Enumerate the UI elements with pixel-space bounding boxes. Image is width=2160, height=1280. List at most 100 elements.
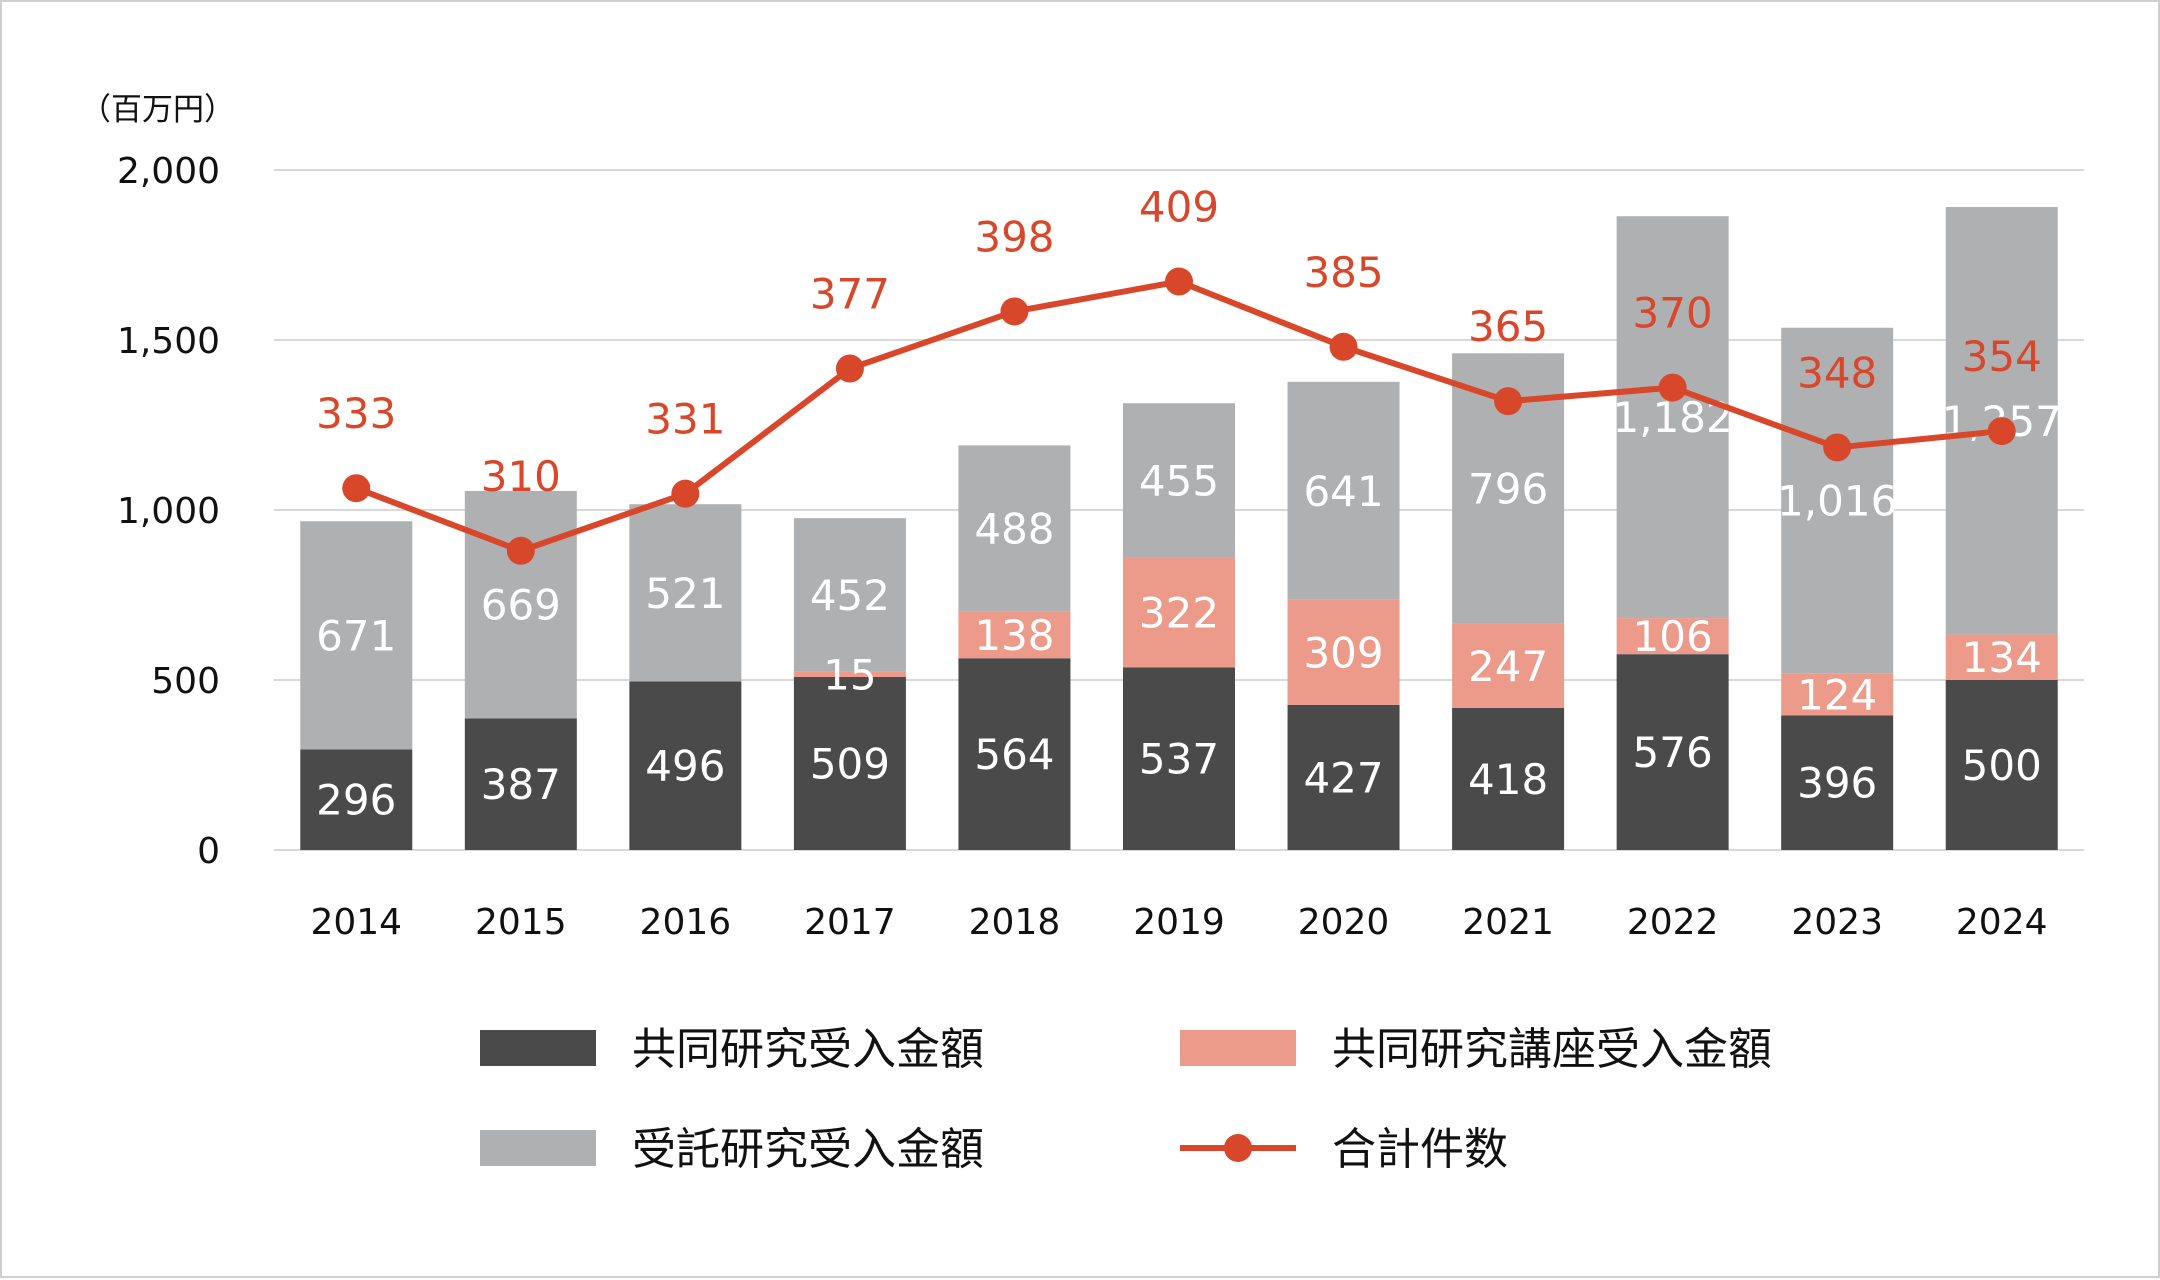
x-tick-label: 2017 <box>804 902 896 943</box>
bar-value-label: 537 <box>1139 735 1219 784</box>
line-series: 333 310 331 377 398 409 385 365 370 348 354 <box>316 183 2042 565</box>
bar-value-label: 1,016 <box>1777 476 1897 525</box>
bar-value-label: 15 <box>823 650 876 699</box>
count-value-label: 385 <box>1303 248 1383 297</box>
count-point-2018 <box>1000 297 1029 326</box>
bar-joint-2021 <box>1452 707 1565 850</box>
count-point-2024 <box>1987 417 2016 446</box>
y-tick-label: 1,000 <box>117 491 220 532</box>
count-point-2022 <box>1658 373 1687 402</box>
bar-contract-2014 <box>300 521 413 750</box>
count-value-label: 365 <box>1468 302 1548 351</box>
bar-value-label: 496 <box>645 742 725 791</box>
legend-swatch <box>480 1030 596 1066</box>
bar-course-2020 <box>1287 599 1400 705</box>
bar-value-label: 247 <box>1468 642 1548 691</box>
bar-contract-2018 <box>958 445 1071 612</box>
bar-value-label: 134 <box>1962 633 2042 682</box>
bar-value-label: 641 <box>1303 467 1383 516</box>
y-tick-label: 1,500 <box>117 321 220 362</box>
bar-value-label: 296 <box>316 776 396 825</box>
bar-value-label: 322 <box>1139 589 1219 638</box>
legend-label: 共同研究講座受入金額 <box>1332 1024 1772 1075</box>
bar-data-labels: 296 671 387 669 496 521 509 15 452 564 138 488 537 32… <box>316 393 2062 825</box>
bar-joint-2020 <box>1287 704 1400 850</box>
count-point-2021 <box>1494 387 1523 416</box>
count-value-label: 310 <box>481 452 561 501</box>
y-tick-label: 2,000 <box>117 151 220 192</box>
y-axis-unit-label: （百万円） <box>80 92 235 128</box>
bar-value-label: 564 <box>974 730 1054 779</box>
y-tick-label: 500 <box>151 661 220 702</box>
bar-contract-2020 <box>1287 381 1400 600</box>
bar-joint-2015 <box>464 718 577 850</box>
count-point-2023 <box>1823 433 1852 462</box>
bar-course-2024 <box>1945 634 2058 680</box>
bar-joint-2023 <box>1781 715 1894 850</box>
bar-value-label: 455 <box>1139 457 1219 506</box>
bar-contract-2022 <box>1616 216 1729 619</box>
bar-value-label: 521 <box>645 569 725 618</box>
x-tick-label: 2018 <box>969 902 1061 943</box>
bar-course-2019 <box>1123 557 1235 668</box>
bar-joint-2024 <box>1945 680 2058 850</box>
x-tick-label: 2022 <box>1627 902 1719 943</box>
bar-value-label: 500 <box>1962 741 2042 790</box>
x-tick-label: 2024 <box>1956 902 2048 943</box>
bar-joint-2019 <box>1123 667 1235 850</box>
bar-course-2021 <box>1452 623 1565 708</box>
bar-course-2023 <box>1781 673 1894 716</box>
bar-contract-2015 <box>464 490 577 719</box>
legend-swatch <box>480 1130 596 1166</box>
count-point-2015 <box>506 536 535 565</box>
bar-value-label: 138 <box>974 611 1054 660</box>
legend-label: 共同研究受入金額 <box>632 1024 984 1075</box>
legend-label: 受託研究受入金額 <box>632 1124 984 1175</box>
count-value-label: 398 <box>974 212 1054 261</box>
x-tick-label: 2021 <box>1462 902 1554 943</box>
count-point-2020 <box>1329 332 1358 361</box>
legend-marker <box>1224 1134 1252 1162</box>
bar-value-label: 576 <box>1633 728 1713 777</box>
bar-value-label: 396 <box>1797 759 1877 808</box>
bar-course-2022 <box>1616 618 1729 655</box>
count-value-label: 354 <box>1962 332 2042 381</box>
bar-value-label: 106 <box>1633 612 1713 661</box>
count-value-label: 409 <box>1139 183 1219 232</box>
count-value-label: 370 <box>1633 289 1713 338</box>
bar-value-label: 488 <box>974 504 1054 553</box>
count-point-2016 <box>671 479 700 508</box>
x-tick-label: 2023 <box>1791 902 1883 943</box>
bar-value-label: 452 <box>810 571 890 620</box>
bar-contract-2019 <box>1123 403 1235 558</box>
count-point-2014 <box>342 474 371 503</box>
count-value-label: 331 <box>645 395 725 444</box>
bar-joint-2016 <box>629 681 742 850</box>
count-value-label: 377 <box>810 270 890 319</box>
bar-joint-2014 <box>300 749 413 850</box>
bar-value-label: 796 <box>1468 465 1548 514</box>
count-value-label: 348 <box>1797 348 1877 397</box>
bar-value-label: 427 <box>1303 753 1383 802</box>
bar-course-2018 <box>958 611 1071 659</box>
bar-joint-2018 <box>958 658 1071 850</box>
count-value-label: 333 <box>316 389 396 438</box>
legend-label: 合計件数 <box>1332 1124 1508 1175</box>
count-point-2019 <box>1165 267 1193 296</box>
bar-value-label: 418 <box>1468 755 1548 804</box>
bar-contract-2023 <box>1781 327 1894 674</box>
bar-value-label: 509 <box>810 739 890 788</box>
count-point-2017 <box>835 354 864 383</box>
y-tick-label: 0 <box>197 831 220 872</box>
x-axis-ticks: 2014 2015 2016 2017 2018 2019 2020 2021 2022 2023… <box>310 902 2047 943</box>
bar-joint-2022 <box>1616 654 1729 850</box>
x-tick-label: 2019 <box>1133 902 1225 943</box>
x-tick-label: 2015 <box>475 902 567 943</box>
bar-contract-2016 <box>629 504 742 682</box>
x-tick-label: 2016 <box>640 902 732 943</box>
legend-swatch <box>1180 1030 1296 1066</box>
y-axis-ticks: 0 500 1,000 1,500 2,000 <box>117 151 220 872</box>
